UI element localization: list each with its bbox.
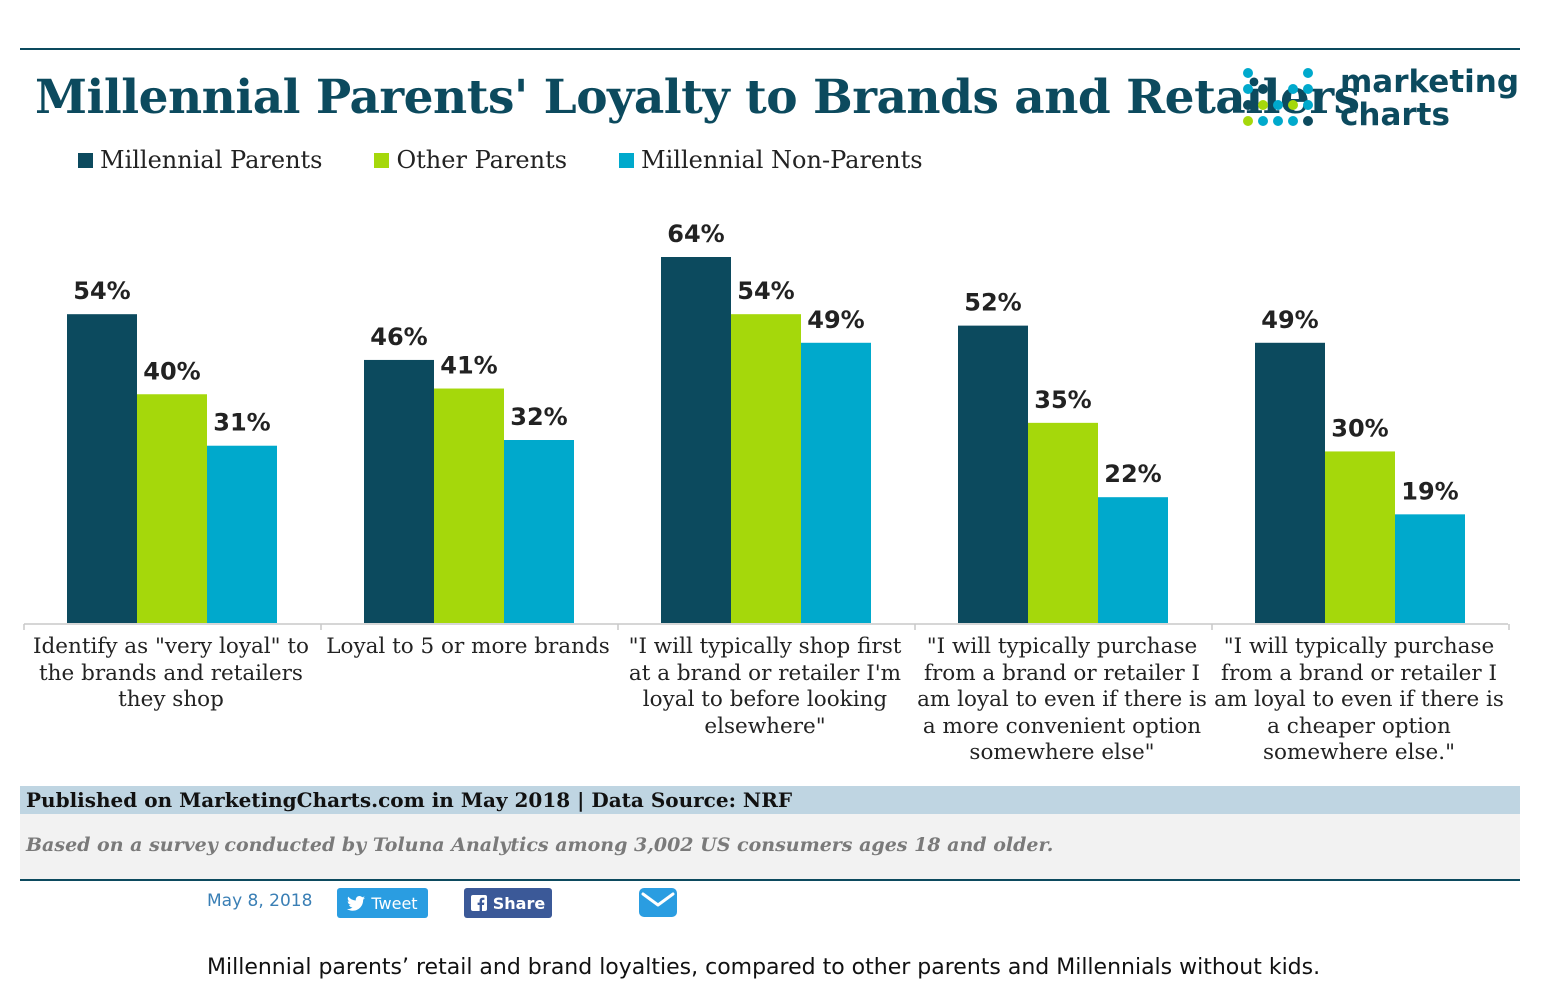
- bottom-rule: [20, 879, 1520, 881]
- category-label: "I will typically purchase from a brand …: [917, 634, 1207, 765]
- legend-swatch: [374, 152, 390, 168]
- logo-dot: [1258, 100, 1268, 110]
- logo-dot: [1243, 68, 1253, 78]
- marketing-charts-logo: marketing charts: [1242, 66, 1519, 136]
- bar: [207, 445, 277, 623]
- logo-dot: [1303, 116, 1313, 126]
- bar-value-label: 22%: [1104, 460, 1161, 488]
- bar-value-label: 46%: [370, 323, 427, 351]
- facebook-icon: [470, 895, 487, 911]
- bar: [434, 388, 504, 623]
- bar-value-label: 52%: [964, 289, 1021, 317]
- bar: [731, 314, 801, 623]
- bar: [958, 325, 1028, 623]
- bar-value-label: 41%: [440, 352, 497, 380]
- article-meta: May 8, 2018 Tweet Share: [0, 885, 1566, 925]
- bar-value-label: 30%: [1331, 414, 1388, 442]
- logo-dot: [1273, 116, 1283, 126]
- legend-item-millennial-non-parents: Millennial Non-Parents: [619, 146, 923, 174]
- bar-value-label: 35%: [1034, 386, 1091, 414]
- category-label: "I will typically purchase from a brand …: [1214, 634, 1504, 765]
- logo-dot: [1288, 100, 1298, 110]
- logo-dot: [1273, 100, 1283, 110]
- article-caption: Millennial parents’ retail and brand loy…: [207, 955, 1321, 980]
- legend-label: Millennial Parents: [100, 146, 323, 174]
- bar-value-label: 49%: [807, 306, 864, 334]
- bar-value-label: 49%: [1261, 306, 1318, 334]
- survey-note: Based on a survey conducted by Toluna An…: [26, 834, 1054, 856]
- logo-line-1: marketing: [1340, 64, 1520, 100]
- bar: [1395, 514, 1465, 623]
- logo-dots-icon: [1243, 68, 1313, 126]
- bar: [1255, 342, 1325, 623]
- logo-dot: [1258, 84, 1268, 94]
- bar: [137, 394, 207, 623]
- twitter-bird-icon: [347, 895, 366, 911]
- logo-dot: [1288, 84, 1298, 94]
- bar: [1028, 422, 1098, 623]
- bar: [67, 314, 137, 623]
- legend-label: Millennial Non-Parents: [641, 146, 923, 174]
- category-label: Loyal to 5 or more brands: [326, 634, 610, 659]
- bar-value-label: 54%: [737, 277, 794, 305]
- note-bar: Based on a survey conducted by Toluna An…: [20, 814, 1520, 879]
- bar-value-label: 32%: [510, 403, 567, 431]
- bar-value-label: 54%: [73, 277, 130, 305]
- bar: [364, 359, 434, 623]
- share-label: Share: [492, 893, 546, 913]
- logo-dot: [1258, 116, 1268, 126]
- bar: [504, 440, 574, 623]
- legend-label: Other Parents: [396, 146, 568, 174]
- legend-swatch: [78, 152, 93, 168]
- bar: [1098, 497, 1168, 623]
- legend-item-millennial-parents: Millennial Parents: [78, 146, 322, 174]
- tweet-button[interactable]: Tweet: [337, 888, 428, 918]
- published-bar: Published on MarketingCharts.com in May …: [20, 786, 1520, 814]
- published-text: Published on MarketingCharts.com in May …: [26, 788, 793, 812]
- logo-dot: [1288, 116, 1298, 126]
- category-label: "I will typically shop first at a brand …: [628, 634, 902, 739]
- bar-value-label: 40%: [143, 357, 200, 385]
- logo-dot: [1303, 84, 1313, 94]
- publish-date: May 8, 2018: [207, 891, 313, 911]
- logo-dot: [1243, 116, 1253, 126]
- bar: [801, 342, 871, 623]
- legend-item-other-parents: Other Parents: [374, 146, 567, 174]
- tweet-label: Tweet: [371, 893, 418, 913]
- logo-dot: [1303, 68, 1313, 78]
- logo-dot: [1303, 100, 1313, 110]
- bar-value-label: 64%: [667, 220, 724, 248]
- legend-swatch: [619, 152, 635, 168]
- bar: [1325, 451, 1395, 623]
- bar-chart: 54% 40% 31% 46% 41% 32% 64% 54% 49% 52% 35% 22% 49% 3…: [23, 220, 1510, 630]
- logo-text: marketing charts: [1340, 66, 1519, 132]
- category-label: Identify as "very loyal" to the brands a…: [33, 634, 309, 712]
- legend: Millennial Parents Other Parents Millenn…: [78, 146, 923, 174]
- facebook-share-button[interactable]: Share: [464, 888, 552, 918]
- top-rule: [20, 48, 1520, 50]
- bar-value-label: 19%: [1401, 477, 1458, 505]
- chart-frame: Millennial Parents' Loyalty to Brands an…: [20, 48, 1520, 881]
- bar-value-label: 31%: [213, 409, 270, 437]
- logo-dot: [1243, 100, 1253, 110]
- logo-line-2: charts: [1340, 97, 1450, 133]
- bar: [661, 257, 731, 623]
- logo-dot: [1243, 84, 1253, 94]
- chart-title: Millennial Parents' Loyalty to Brands an…: [35, 70, 1360, 125]
- email-icon[interactable]: [638, 887, 678, 918]
